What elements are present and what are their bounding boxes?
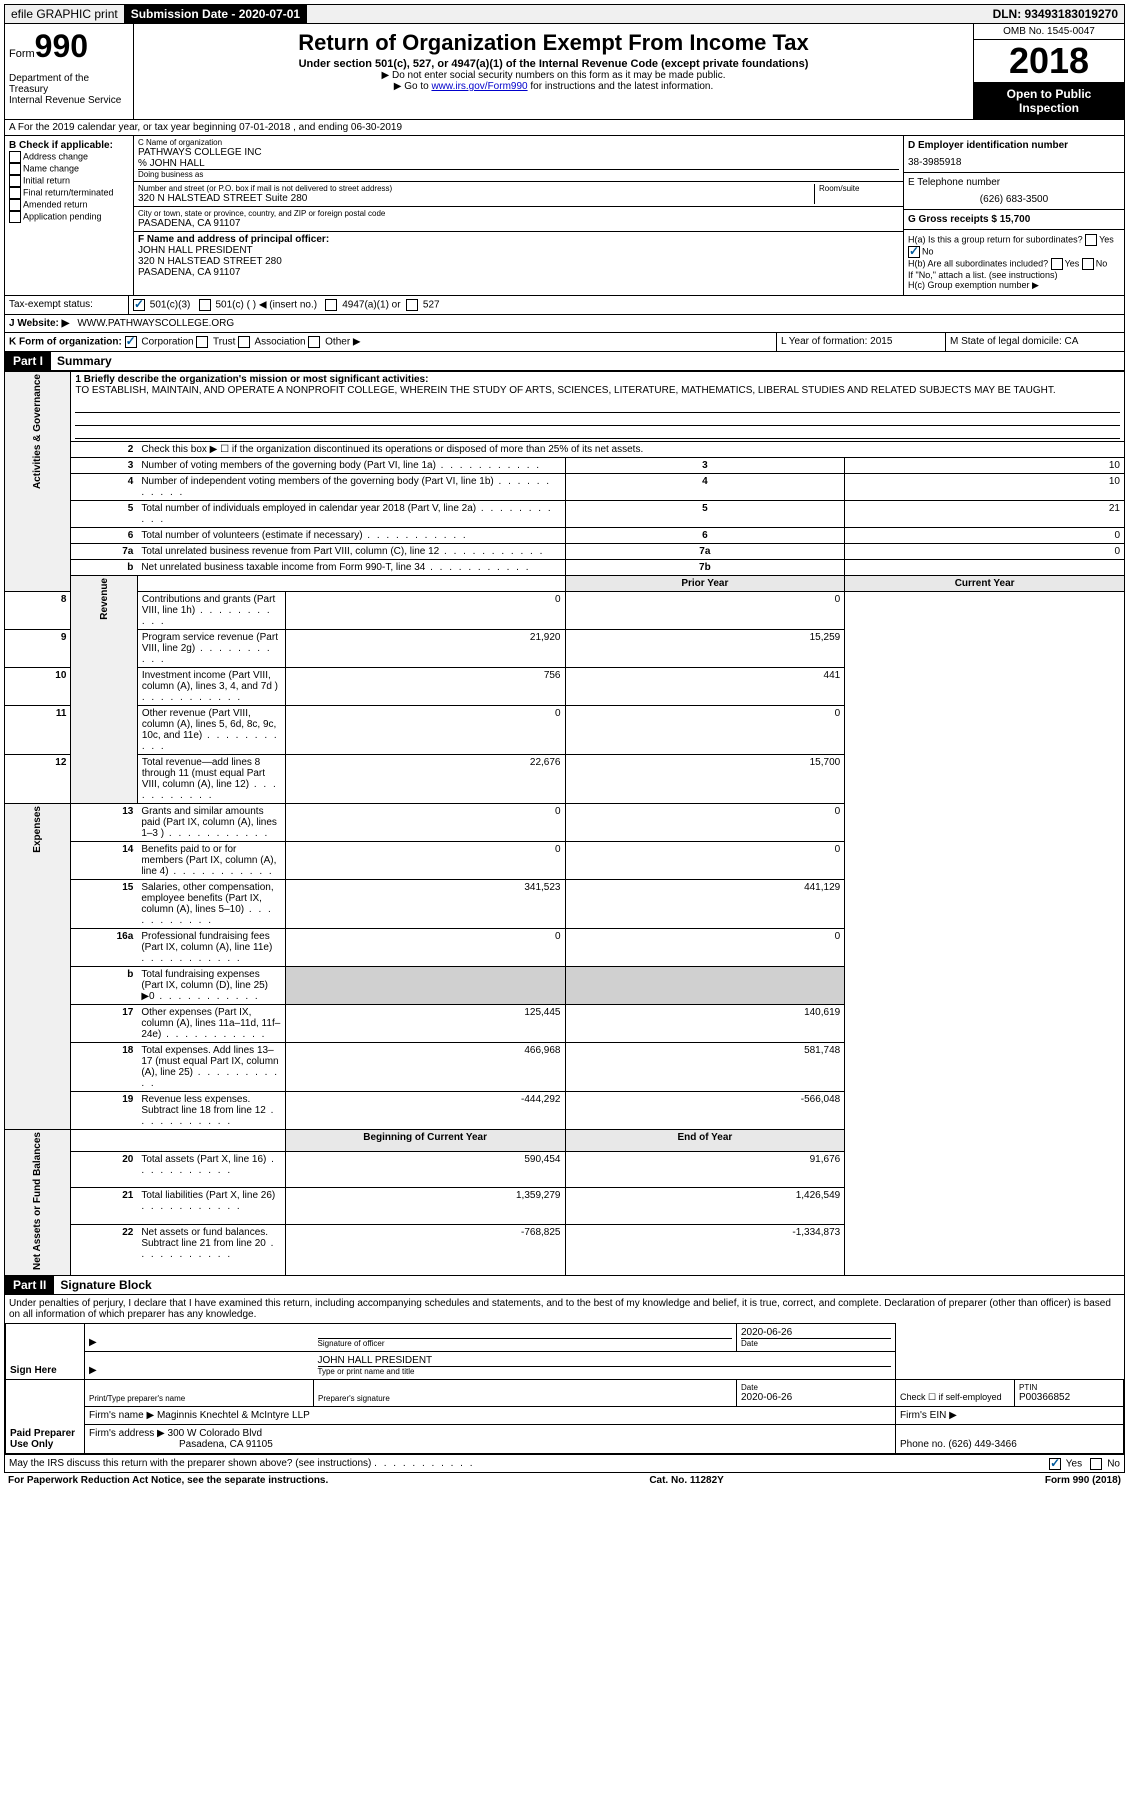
side-activities: Activities & Governance xyxy=(32,374,43,489)
part2-header: Part II Signature Block xyxy=(4,1276,1125,1295)
efile-label: efile GRAPHIC print xyxy=(5,5,125,23)
cb-app-pending[interactable] xyxy=(9,211,21,223)
form-org-row: K Form of organization: Corporation Trus… xyxy=(4,333,1125,352)
omb-number: OMB No. 1545-0047 xyxy=(974,24,1124,40)
col-right: D Employer identification number 38-3985… xyxy=(903,136,1124,295)
firm-addr1: 300 W Colorado Blvd xyxy=(168,1428,263,1439)
org-address: 320 N HALSTEAD STREET Suite 280 xyxy=(138,193,814,204)
page-footer: For Paperwork Reduction Act Notice, see … xyxy=(4,1473,1125,1488)
org-info-block: B Check if applicable: Address change Na… xyxy=(4,136,1125,296)
gross-receipts: G Gross receipts $ 15,700 xyxy=(908,214,1120,225)
dln: DLN: 93493183019270 xyxy=(987,5,1124,23)
sign-here-label: Sign Here xyxy=(6,1324,85,1380)
cat-no: Cat. No. 11282Y xyxy=(649,1475,723,1486)
cb-name-change[interactable] xyxy=(9,163,21,175)
top-bar: efile GRAPHIC print Submission Date - 20… xyxy=(4,4,1125,24)
cb-501c3[interactable] xyxy=(133,299,145,311)
mission-text: TO ESTABLISH, MAINTAIN, AND OPERATE A NO… xyxy=(75,385,1120,396)
open-public-badge: Open to Public Inspection xyxy=(974,83,1124,119)
cb-final-return[interactable] xyxy=(9,187,21,199)
firm-addr2: Pasadena, CA 91105 xyxy=(179,1439,273,1450)
paperwork-notice: For Paperwork Reduction Act Notice, see … xyxy=(8,1475,328,1486)
cb-ha-no[interactable] xyxy=(908,246,920,258)
form-number: 990 xyxy=(35,28,88,64)
ptin: P00366852 xyxy=(1019,1392,1070,1403)
submission-date: Submission Date - 2020-07-01 xyxy=(125,5,307,23)
col-b-checkboxes: B Check if applicable: Address change Na… xyxy=(5,136,134,295)
cb-initial-return[interactable] xyxy=(9,175,21,187)
cb-amended[interactable] xyxy=(9,199,21,211)
paid-prep-label: Paid Preparer Use Only xyxy=(6,1380,85,1454)
note-ssn: ▶ Do not enter social security numbers o… xyxy=(138,70,969,81)
form-prefix: Form xyxy=(9,48,35,60)
cb-trust[interactable] xyxy=(196,336,208,348)
cb-address-change[interactable] xyxy=(9,151,21,163)
cb-discuss-no[interactable] xyxy=(1090,1458,1102,1470)
form-title: Return of Organization Exempt From Incom… xyxy=(138,30,969,56)
tax-year: 2018 xyxy=(974,40,1124,83)
sig-date: 2020-06-26 xyxy=(741,1327,792,1338)
firm-name: Maginnis Knechtel & McIntyre LLP xyxy=(157,1410,310,1421)
principal-officer: JOHN HALL PRESIDENT 320 N HALSTEAD STREE… xyxy=(138,245,899,278)
form-header: Form990 Department of the Treasury Inter… xyxy=(4,24,1125,120)
org-city: PASADENA, CA 91107 xyxy=(138,218,899,229)
part1-header: Part I Summary xyxy=(4,352,1125,371)
cb-hb-yes[interactable] xyxy=(1051,258,1063,270)
cb-hb-no[interactable] xyxy=(1082,258,1094,270)
dept-label: Department of the Treasury Internal Reve… xyxy=(9,73,129,106)
cb-other[interactable] xyxy=(308,336,320,348)
firm-phone: Phone no. (626) 449-3466 xyxy=(896,1425,1124,1454)
summary-table: Activities & Governance 1 Briefly descri… xyxy=(4,371,1125,1276)
col-c-org: C Name of organization PATHWAYS COLLEGE … xyxy=(134,136,903,295)
section-a: A For the 2019 calendar year, or tax yea… xyxy=(4,120,1125,136)
care-of: % JOHN HALL xyxy=(138,158,899,169)
note-link: ▶ Go to www.irs.gov/Form990 for instruct… xyxy=(138,81,969,92)
irs-link[interactable]: www.irs.gov/Form990 xyxy=(431,81,527,92)
year-formation: L Year of formation: 2015 xyxy=(776,333,945,351)
form-ref: Form 990 (2018) xyxy=(1045,1475,1121,1486)
cb-corp[interactable] xyxy=(125,336,137,348)
state-domicile: M State of legal domicile: CA xyxy=(945,333,1124,351)
cb-ha-yes[interactable] xyxy=(1085,234,1097,246)
signature-block: Under penalties of perjury, I declare th… xyxy=(4,1295,1125,1473)
cb-527[interactable] xyxy=(406,299,418,311)
cb-assoc[interactable] xyxy=(238,336,250,348)
cb-501c[interactable] xyxy=(199,299,211,311)
officer-name: JOHN HALL PRESIDENT xyxy=(318,1355,433,1366)
tax-exempt-row: Tax-exempt status: 501(c)(3) 501(c) ( ) … xyxy=(4,296,1125,315)
website-row: J Website: ▶ WWW.PATHWAYSCOLLEGE.ORG xyxy=(4,315,1125,333)
cb-4947[interactable] xyxy=(325,299,337,311)
form-subtitle: Under section 501(c), 527, or 4947(a)(1)… xyxy=(138,58,969,70)
penalty-text: Under penalties of perjury, I declare th… xyxy=(5,1295,1124,1323)
org-name: PATHWAYS COLLEGE INC xyxy=(138,147,899,158)
ein: 38-3985918 xyxy=(908,157,1120,168)
website-value: WWW.PATHWAYSCOLLEGE.ORG xyxy=(73,315,238,332)
phone: (626) 683-3500 xyxy=(908,194,1120,205)
cb-discuss-yes[interactable] xyxy=(1049,1458,1061,1470)
